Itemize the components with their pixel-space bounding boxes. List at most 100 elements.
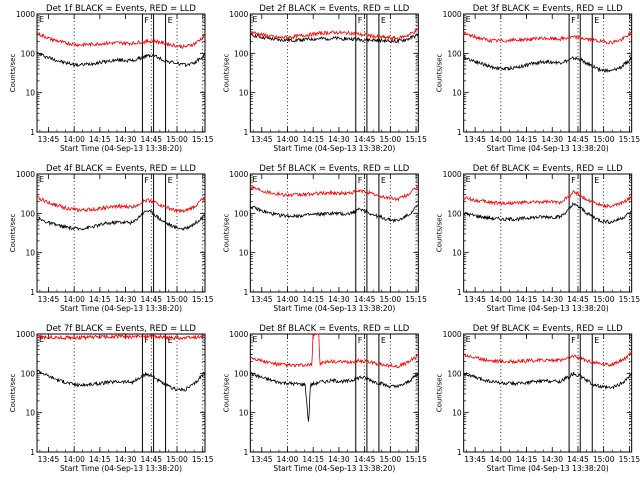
y-axis-label: Counts/sec <box>9 374 17 413</box>
time-marker-label: F <box>358 176 363 185</box>
time-marker-label: E <box>594 176 599 185</box>
x-tick-label: 14:45 <box>140 295 162 304</box>
x-tick-label: 14:00 <box>490 455 512 464</box>
y-tick-label: 10 <box>452 249 462 258</box>
x-tick-label: 14:30 <box>115 295 137 304</box>
y-axis-label: Counts/sec <box>9 54 17 93</box>
x-tick-label: 14:30 <box>328 455 350 464</box>
series-line-events <box>249 204 419 224</box>
series-line-lld <box>463 31 633 45</box>
x-axis-label: Start Time (04-Sep-13 13:38:20) <box>487 144 609 153</box>
time-marker-label: F <box>571 336 576 345</box>
panel-det-6f: Det 6f BLACK = Events, RED = LLD 1 10 100 10… <box>436 164 640 313</box>
y-tick-label: 1000 <box>229 170 248 179</box>
x-tick-label: 14:15 <box>89 295 111 304</box>
y-tick-label: 10 <box>452 89 462 98</box>
y-tick-label: 100 <box>447 209 462 218</box>
x-tick-label: 14:00 <box>277 455 299 464</box>
x-tick-label: 13:45 <box>464 455 486 464</box>
x-tick-label: 14:00 <box>277 135 299 144</box>
plot-frame <box>36 13 206 133</box>
time-marker-label: E <box>168 176 173 185</box>
corner-marker-label: E <box>466 335 471 344</box>
panel-det-2f: Det 2f BLACK = Events, RED = LLD 1 10 100 10… <box>222 4 427 153</box>
time-marker-label: F <box>144 16 149 25</box>
x-tick-label: 15:00 <box>593 455 615 464</box>
y-axis-label: Counts/sec <box>222 214 230 253</box>
x-axis-label: Start Time (04-Sep-13 13:38:20) <box>273 144 395 153</box>
x-tick-label: 14:30 <box>328 135 350 144</box>
y-tick-label: 100 <box>234 369 249 378</box>
series-line-lld <box>250 333 419 369</box>
series-line-lld <box>36 195 206 214</box>
corner-marker-label: E <box>39 15 44 24</box>
y-tick-label: 1 <box>457 288 462 297</box>
x-tick-label: 14:15 <box>516 295 538 304</box>
series-line-events <box>250 371 419 422</box>
x-tick-label: 14:15 <box>302 455 324 464</box>
x-tick-label: 14:30 <box>115 135 137 144</box>
corner-marker-label: E <box>466 15 471 24</box>
series-line-lld <box>36 31 206 50</box>
x-tick-label: 14:30 <box>115 455 137 464</box>
y-tick-label: 1 <box>30 288 35 297</box>
y-tick-label: 1 <box>457 448 462 457</box>
chart-title: Det 3f BLACK = Events, RED = LLD <box>473 4 623 14</box>
x-tick-label: 15:00 <box>380 295 402 304</box>
x-tick-label: 14:00 <box>490 135 512 144</box>
x-tick-label: 15:15 <box>405 455 427 464</box>
y-tick-label: 10 <box>25 89 35 98</box>
x-tick-label: 13:45 <box>251 455 273 464</box>
panel-det-4f: Det 4f BLACK = Events, RED = LLD 1 10 100 10… <box>9 164 214 313</box>
x-axis-label: Start Time (04-Sep-13 13:38:20) <box>60 304 182 313</box>
chart-title: Det 6f BLACK = Events, RED = LLD <box>473 164 623 174</box>
y-tick-label: 100 <box>447 369 462 378</box>
x-tick-label: 14:45 <box>140 135 162 144</box>
x-tick-label: 14:45 <box>354 135 376 144</box>
x-axis-label: Start Time (04-Sep-13 13:38:20) <box>273 304 395 313</box>
plot-frame <box>36 333 206 453</box>
x-tick-label: 15:15 <box>405 295 427 304</box>
x-tick-label: 13:45 <box>38 135 60 144</box>
corner-marker-label: E <box>252 15 257 24</box>
plot-frame <box>36 173 206 293</box>
x-tick-label: 14:45 <box>567 455 589 464</box>
x-tick-label: 15:15 <box>192 455 214 464</box>
x-tick-label: 14:15 <box>516 135 538 144</box>
panel-det-8f: Det 8f BLACK = Events, RED = LLD 1 10 100 10… <box>222 324 427 473</box>
x-tick-label: 14:45 <box>354 455 376 464</box>
plot-frame <box>463 173 633 293</box>
y-tick-label: 1000 <box>229 330 248 339</box>
x-tick-label: 13:45 <box>251 135 273 144</box>
series-line-lld <box>463 189 632 209</box>
x-tick-label: 15:15 <box>619 295 640 304</box>
x-tick-label: 14:45 <box>567 135 589 144</box>
series-line-events <box>36 369 206 392</box>
x-tick-label: 14:30 <box>328 295 350 304</box>
chart-title: Det 1f BLACK = Events, RED = LLD <box>46 4 196 14</box>
x-tick-label: 15:00 <box>166 455 188 464</box>
y-tick-label: 1000 <box>443 170 462 179</box>
x-axis-label: Start Time (04-Sep-13 13:38:20) <box>487 464 609 473</box>
y-tick-label: 1 <box>244 128 249 137</box>
time-marker-label: E <box>381 336 386 345</box>
plot-frame <box>463 333 633 453</box>
y-tick-label: 10 <box>25 249 35 258</box>
chart-title: Det 9f BLACK = Events, RED = LLD <box>473 324 623 334</box>
series-line-lld <box>36 333 206 341</box>
y-tick-label: 1000 <box>16 170 35 179</box>
y-axis-label: Counts/sec <box>436 54 444 93</box>
y-axis-label: Counts/sec <box>436 214 444 253</box>
y-tick-label: 100 <box>21 209 36 218</box>
chart-title: Det 8f BLACK = Events, RED = LLD <box>259 324 409 334</box>
x-tick-label: 15:15 <box>619 135 640 144</box>
y-axis-label: Counts/sec <box>436 374 444 413</box>
panel-det-1f: Det 1f BLACK = Events, RED = LLD 1 10 100 10… <box>9 4 214 153</box>
corner-marker-label: E <box>466 175 471 184</box>
x-tick-label: 14:00 <box>63 135 85 144</box>
panel-det-7f: Det 7f BLACK = Events, RED = LLD 1 10 100 10… <box>9 324 214 473</box>
time-marker-label: E <box>168 16 173 25</box>
time-marker-label: E <box>594 16 599 25</box>
y-tick-label: 10 <box>239 409 249 418</box>
time-marker-label: F <box>571 16 576 25</box>
